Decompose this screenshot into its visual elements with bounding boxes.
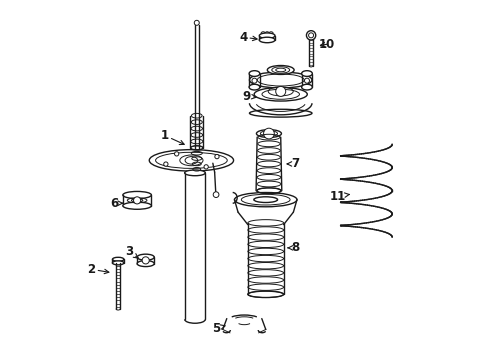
Circle shape xyxy=(252,78,257,83)
Circle shape xyxy=(264,35,270,41)
Circle shape xyxy=(213,192,219,198)
Ellipse shape xyxy=(259,33,275,39)
Circle shape xyxy=(215,154,219,159)
Ellipse shape xyxy=(234,193,297,207)
Circle shape xyxy=(276,86,286,96)
Ellipse shape xyxy=(302,84,312,90)
Circle shape xyxy=(194,20,199,25)
Ellipse shape xyxy=(123,192,151,199)
Text: 8: 8 xyxy=(288,241,299,255)
Circle shape xyxy=(142,257,149,264)
Ellipse shape xyxy=(249,109,312,117)
Circle shape xyxy=(174,152,179,156)
Ellipse shape xyxy=(249,72,312,88)
Ellipse shape xyxy=(185,170,205,176)
Text: 5: 5 xyxy=(212,322,225,335)
Text: 1: 1 xyxy=(161,129,184,144)
Text: 3: 3 xyxy=(125,245,138,258)
Ellipse shape xyxy=(254,87,307,101)
Circle shape xyxy=(164,162,168,166)
Text: 4: 4 xyxy=(239,31,257,44)
Ellipse shape xyxy=(113,257,124,261)
Circle shape xyxy=(304,78,310,83)
Text: 9: 9 xyxy=(243,90,256,103)
Ellipse shape xyxy=(259,37,275,43)
Ellipse shape xyxy=(137,254,154,260)
Circle shape xyxy=(134,197,141,204)
Ellipse shape xyxy=(137,261,154,267)
Ellipse shape xyxy=(249,84,260,90)
Circle shape xyxy=(264,128,274,139)
Text: 11: 11 xyxy=(330,190,349,203)
Text: 2: 2 xyxy=(87,263,109,276)
Text: 7: 7 xyxy=(287,157,299,170)
Text: 10: 10 xyxy=(319,38,335,51)
Ellipse shape xyxy=(123,202,151,209)
Circle shape xyxy=(309,33,314,38)
Ellipse shape xyxy=(149,150,234,171)
Ellipse shape xyxy=(268,66,294,75)
Ellipse shape xyxy=(302,71,312,76)
Ellipse shape xyxy=(256,130,281,138)
Circle shape xyxy=(204,165,208,169)
Text: 6: 6 xyxy=(110,197,122,210)
Circle shape xyxy=(306,31,316,40)
Ellipse shape xyxy=(113,261,124,265)
Ellipse shape xyxy=(249,71,260,76)
